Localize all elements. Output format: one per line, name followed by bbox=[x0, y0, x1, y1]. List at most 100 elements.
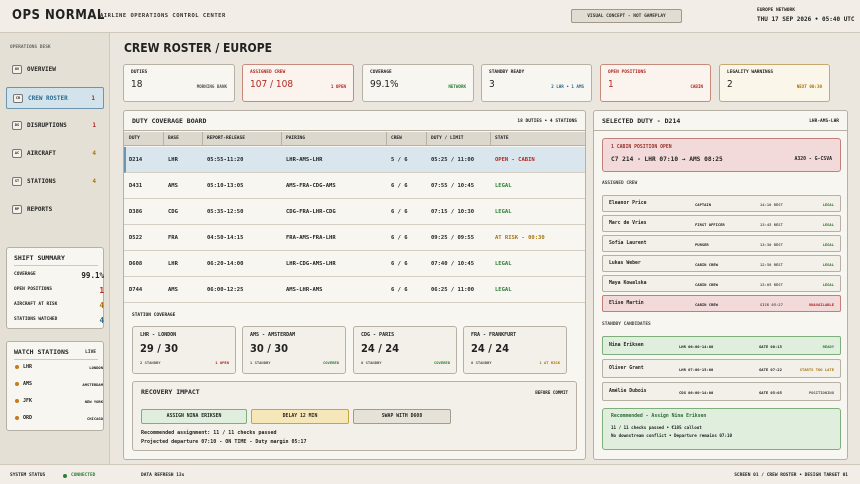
datetime: THU 17 SEP 2026 • 05:40 UTC bbox=[757, 16, 855, 23]
status-badge: LEGAL bbox=[495, 183, 512, 189]
status-badge: LEGAL bbox=[822, 202, 834, 207]
watch-station-item[interactable]: AMS AMSTERDAM bbox=[15, 381, 103, 387]
recovery-meta: BEFORE COMMIT bbox=[535, 390, 568, 395]
stations-icon: ST bbox=[12, 177, 22, 186]
alert-flight: C7 214 - LHR 07:10 → AMS 08:25 bbox=[611, 156, 723, 163]
column-header[interactable]: STATE bbox=[495, 136, 509, 141]
watch-station-item[interactable]: JFK NEW YORK bbox=[15, 398, 103, 404]
table-header: DUTY BASE REPORT-RELEASE PAIRING CREW DU… bbox=[124, 132, 585, 146]
watch-station-item[interactable]: LHR LONDON bbox=[15, 364, 103, 370]
status-badge: 1 OPEN bbox=[215, 360, 229, 365]
table-row[interactable]: D522 FRA 04:50-14:15 FRA-AMS-FRA-LHR 6 /… bbox=[124, 225, 585, 251]
status-badge: UNAVAILABLE bbox=[808, 302, 834, 307]
crew-row[interactable]: Maya Kowalska CABIN CREW 13:05 REST LEGA… bbox=[602, 275, 841, 292]
sidebar-item-overview[interactable]: OV OVERVIEW bbox=[6, 59, 104, 81]
station-card-lhr[interactable]: LHR - LONDON 29 / 30 2 STANDBY 1 OPEN bbox=[132, 326, 236, 374]
live-indicator: LIVE bbox=[85, 350, 96, 355]
sidebar-item-label: DISRUPTIONS bbox=[27, 122, 67, 129]
board-meta: 18 DUTIES • 4 STATIONS bbox=[517, 119, 577, 124]
table-row[interactable]: D608 LHR 06:20-14:00 LHR-CDG-AMS-LHR 6 /… bbox=[124, 251, 585, 277]
recommendation-title: Recommended - Assign Nina Eriksen bbox=[611, 414, 707, 419]
sidebar-item-stations[interactable]: ST STATIONS 4 bbox=[6, 171, 104, 193]
crew-row[interactable]: Lukas Weber CABIN CREW 12:50 REST LEGAL bbox=[602, 255, 841, 272]
summary-row-open-positions: OPEN POSITIONS 1 bbox=[14, 286, 104, 295]
detail-route: LHR-AMS-LHR bbox=[809, 119, 839, 124]
summary-value: 1 bbox=[99, 286, 104, 295]
sidebar-item-count: 4 bbox=[92, 178, 96, 185]
duty-coverage-board: DUTY COVERAGE BOARD 18 DUTIES • 4 STATIO… bbox=[123, 110, 586, 460]
station-card-ams[interactable]: AMS - AMSTERDAM 30 / 30 1 STANDBY COVERE… bbox=[242, 326, 346, 374]
divider bbox=[490, 132, 491, 146]
crew-row[interactable]: Eleanor Price CAPTAIN 14:10 REST LEGAL bbox=[602, 195, 841, 212]
board-title: DUTY COVERAGE BOARD bbox=[132, 117, 207, 125]
sidebar-item-label: STATIONS bbox=[27, 178, 56, 185]
brand-subtitle: AIRLINE OPERATIONS CONTROL CENTER bbox=[100, 13, 226, 19]
summary-value: 4 bbox=[99, 316, 104, 325]
summary-value: 99.1% bbox=[81, 271, 104, 280]
candidate-row[interactable]: Nina Eriksen LHR 06:00-14:00 GATE 00:15 … bbox=[602, 336, 841, 355]
status-badge: LEGAL bbox=[822, 262, 834, 267]
kpi-legality-warnings: LEGALITY WARNINGS 2 NEXT 00:30 bbox=[719, 64, 830, 102]
sidebar-item-reports[interactable]: RP REPORTS bbox=[6, 199, 104, 221]
recommendation-checks: 11 / 11 checks passed • €185 callout bbox=[611, 425, 702, 430]
candidate-row[interactable]: Oliver Grant LHR 07:00-15:00 GATE 07:22 … bbox=[602, 359, 841, 378]
recommendation-impact: No downstream conflict • Departure remai… bbox=[611, 433, 733, 438]
summary-row-coverage: COVERAGE 99.1% bbox=[14, 271, 104, 280]
kpi-assigned-crew: ASSIGNED CREW 107 / 108 1 OPEN bbox=[242, 64, 354, 102]
crew-row[interactable]: Elise Martin CABIN CREW SICK 05:27 UNAVA… bbox=[602, 295, 841, 312]
status-dot-icon bbox=[15, 398, 19, 403]
station-coverage-title: STATION COVERAGE bbox=[132, 313, 176, 318]
table-row[interactable]: D431 AMS 05:10-13:05 AMS-FRA-CDG-AMS 6 /… bbox=[124, 173, 585, 199]
crew-roster-icon: CR bbox=[13, 94, 23, 103]
disruptions-icon: DS bbox=[12, 121, 22, 130]
summary-value: 4 bbox=[99, 301, 104, 310]
sidebar-item-aircraft[interactable]: AC AIRCRAFT 4 bbox=[6, 143, 104, 165]
sidebar-item-crew-roster[interactable]: CR CREW ROSTER 1 bbox=[6, 87, 104, 109]
watch-station-item[interactable]: ORD CHICAGO bbox=[15, 415, 103, 421]
shift-summary-title: SHIFT SUMMARY bbox=[14, 254, 65, 262]
system-status-value: CONNECTED bbox=[71, 473, 96, 478]
recommendation-box: Recommended - Assign Nina Eriksen 11 / 1… bbox=[602, 408, 841, 450]
open-position-alert: 1 CABIN POSITION OPEN C7 214 - LHR 07:10… bbox=[602, 138, 841, 172]
divider bbox=[386, 132, 387, 146]
kpi-duties: DUTIES 18 MORNING BANK bbox=[123, 64, 235, 102]
column-header[interactable]: BASE bbox=[168, 136, 179, 141]
sidebar-item-label: OVERVIEW bbox=[27, 66, 56, 73]
candidate-row[interactable]: Amélie Dubois CDG 06:00-14:00 GATE 05:05… bbox=[602, 382, 841, 401]
column-header[interactable]: REPORT-RELEASE bbox=[207, 136, 245, 141]
table-row[interactable]: D744 AMS 06:00-12:25 AMS-LHR-AMS 6 / 6 0… bbox=[124, 277, 585, 303]
column-header[interactable]: DUTY / LIMIT bbox=[431, 136, 464, 141]
status-badge: LEGAL bbox=[495, 261, 512, 267]
column-header[interactable]: CREW bbox=[391, 136, 402, 141]
status-badge: LEGAL bbox=[822, 242, 834, 247]
detail-title: SELECTED DUTY - D214 bbox=[602, 117, 681, 125]
status-badge: 1 AT RISK bbox=[539, 360, 560, 365]
divider bbox=[163, 132, 164, 146]
column-header[interactable]: PAIRING bbox=[286, 136, 305, 141]
detail-header: SELECTED DUTY - D214 LHR-AMS-LHR bbox=[594, 111, 847, 131]
brand-title: OPS NORMAL bbox=[12, 8, 105, 23]
divider bbox=[202, 132, 203, 146]
sidebar-item-disruptions[interactable]: DS DISRUPTIONS 1 bbox=[6, 115, 104, 137]
station-card-fra[interactable]: FRA - FRANKFURT 24 / 24 0 STANDBY 1 AT R… bbox=[463, 326, 567, 374]
standby-candidates-title: STANDBY CANDIDATES bbox=[602, 322, 651, 327]
summary-row-aircraft-at-risk: AIRCRAFT AT RISK 4 bbox=[14, 301, 104, 310]
sidebar-item-label: CREW ROSTER bbox=[28, 95, 68, 102]
swap-button[interactable]: SWAP WITH D608 bbox=[353, 409, 451, 424]
station-card-cdg[interactable]: CDG - PARIS 24 / 24 0 STANDBY COVERED bbox=[353, 326, 457, 374]
table-row[interactable]: D214 LHR 05:55-11:20 LHR-AMS-LHR 5 / 6 0… bbox=[124, 147, 585, 173]
delay-button[interactable]: DELAY 12 MIN bbox=[251, 409, 349, 424]
divider bbox=[281, 132, 282, 146]
status-badge: LEGAL bbox=[495, 209, 512, 215]
recovery-assignment-text: Recommended assignment: 11 / 11 checks p… bbox=[141, 430, 277, 436]
divider bbox=[426, 132, 427, 146]
status-dot-icon bbox=[15, 415, 19, 420]
column-header[interactable]: DUTY bbox=[129, 136, 140, 141]
assign-crew-button[interactable]: ASSIGN NINA ERIKSEN bbox=[141, 409, 247, 424]
crew-row[interactable]: Marc de Vries FIRST OFFICER 13:45 REST L… bbox=[602, 215, 841, 232]
status-badge: LEGAL bbox=[822, 222, 834, 227]
crew-row[interactable]: Sofia Laurent PURSER 13:30 REST LEGAL bbox=[602, 235, 841, 252]
table-row[interactable]: D386 CDG 05:35-12:50 CDG-FRA-LHR-CDG 6 /… bbox=[124, 199, 585, 225]
alert-title: 1 CABIN POSITION OPEN bbox=[611, 145, 672, 150]
shift-summary-card: SHIFT SUMMARY COVERAGE 99.1% OPEN POSITI… bbox=[6, 247, 104, 329]
